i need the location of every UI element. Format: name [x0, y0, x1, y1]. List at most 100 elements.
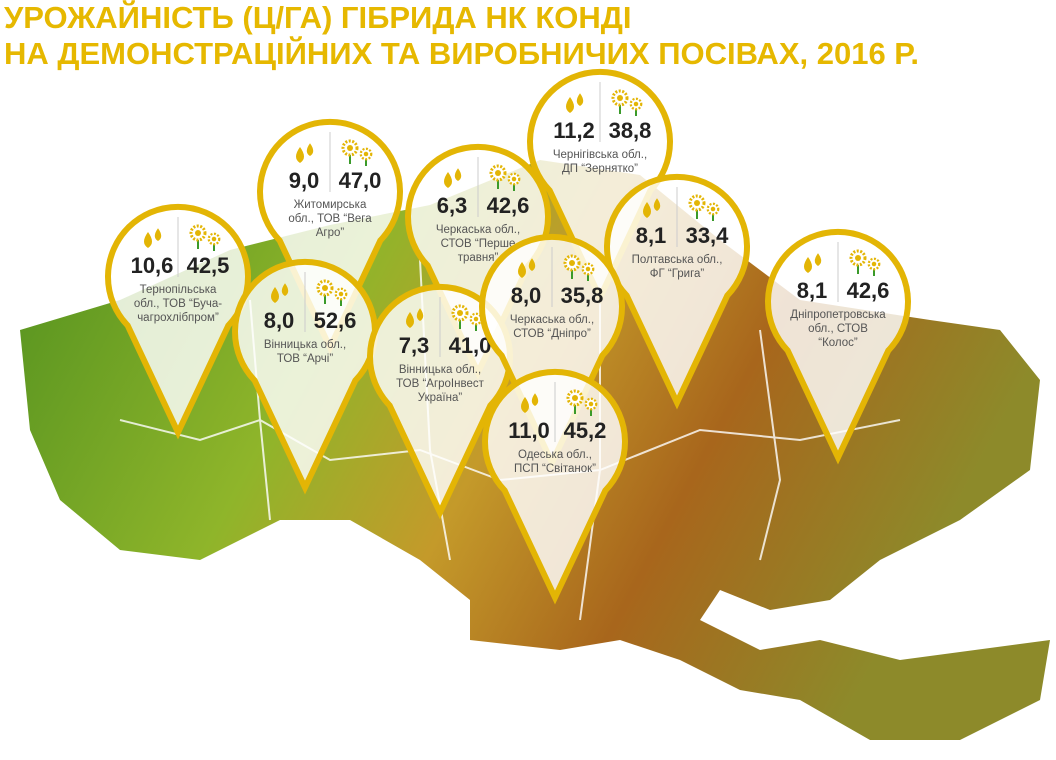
- pin-label: Житомирська: [294, 199, 367, 211]
- yield-value: 52,6: [314, 308, 357, 333]
- pin-shape: [257, 118, 403, 355]
- yield-value: 41,0: [449, 333, 492, 358]
- pin-shape: [482, 368, 628, 605]
- pin-label: травня”: [458, 252, 499, 264]
- oil-value: 6,3: [437, 193, 468, 218]
- drop-icon: [521, 397, 529, 413]
- title-line: УРОЖАЙНІСТЬ (Ц/ГА) ГІБРИДА НК КОНДІ: [4, 0, 631, 35]
- flower-center: [617, 95, 623, 101]
- pin-shape: [527, 68, 673, 305]
- flower-center: [322, 285, 328, 291]
- oil-value: 7,3: [399, 333, 430, 358]
- pin-label: ПСП “Світанок”: [514, 463, 596, 475]
- drop-icon: [406, 312, 414, 328]
- pin: 11,0 45,2 Одеська обл., ПСП “Світанок”: [482, 368, 628, 605]
- flower-center: [855, 255, 861, 261]
- flower-center: [495, 170, 501, 176]
- pin: 8,1 42,6 Дніпропетровська обл., СТОВ “Колос”: [765, 228, 911, 465]
- drop-icon: [814, 253, 822, 266]
- pin-shape: [405, 143, 551, 380]
- pin-label: Одеська обл.,: [518, 449, 592, 461]
- drop-icon: [566, 97, 574, 113]
- pin-label: Вінницька обл.,: [264, 339, 346, 351]
- oil-value: 8,0: [511, 283, 542, 308]
- drop-icon: [281, 283, 289, 296]
- pin: 7,3 41,0 Вінницька обл., ТОВ “АгроІнвест Укр…: [367, 283, 513, 520]
- oil-value: 8,1: [636, 223, 667, 248]
- yield-value: 42,6: [487, 193, 530, 218]
- yield-value: 42,6: [847, 278, 890, 303]
- flower-center: [694, 200, 700, 206]
- flower-center: [588, 401, 594, 407]
- oil-value: 10,6: [131, 253, 174, 278]
- pin: 8,0 35,8 Черкаська обл., СТОВ “Дніпро”: [479, 233, 625, 470]
- drop-icon: [454, 168, 462, 181]
- pin-label: Дніпропетровська: [790, 309, 886, 321]
- oil-value: 11,0: [508, 418, 550, 443]
- flower-center: [633, 101, 639, 107]
- oil-value: 9,0: [289, 168, 320, 193]
- drop-icon: [271, 287, 279, 303]
- drop-icon: [653, 198, 661, 211]
- pin-label: Черкаська обл.,: [436, 224, 520, 236]
- flower-center: [338, 291, 344, 297]
- pin-label: Полтавська обл.,: [632, 254, 723, 266]
- yield-value: 42,5: [187, 253, 230, 278]
- drop-icon: [643, 202, 651, 218]
- pin-shape: [765, 228, 911, 465]
- flower-center: [585, 266, 591, 272]
- pin-label: ДП “Зернятко”: [562, 163, 638, 175]
- pin-label: Агро”: [316, 227, 345, 239]
- pin-label: обл., ТОВ “Вега: [288, 213, 372, 225]
- pin-label: СТОВ “Перше: [441, 238, 516, 250]
- pin-label: обл., СТОВ: [808, 323, 868, 335]
- pin-label: Тернопільська: [140, 284, 217, 296]
- flower-center: [871, 261, 877, 267]
- drop-icon: [528, 258, 536, 271]
- drop-icon: [576, 93, 584, 106]
- oil-value: 11,2: [553, 118, 595, 143]
- flower-center: [211, 236, 217, 242]
- flower-center: [363, 151, 369, 157]
- drop-icon: [416, 308, 424, 321]
- flower-center: [511, 176, 517, 182]
- pin: 6,3 42,6 Черкаська обл., СТОВ “Перше травня”: [405, 143, 551, 380]
- pin-label: ТОВ “АгроІнвест: [396, 378, 484, 390]
- drop-icon: [154, 228, 162, 241]
- pin-label: Чернігівська обл.,: [553, 149, 647, 161]
- pin-label: СТОВ “Дніпро”: [513, 328, 591, 340]
- flower-center: [569, 260, 575, 266]
- flower-center: [195, 230, 201, 236]
- flower-center: [710, 206, 716, 212]
- drop-icon: [306, 143, 314, 156]
- drop-icon: [518, 262, 526, 278]
- pin: 11,2 38,8 Чернігівська обл., ДП “Зернятко”: [527, 68, 673, 305]
- yield-value: 45,2: [564, 418, 607, 443]
- drop-icon: [804, 257, 812, 273]
- pin-label: ТОВ “Арчі”: [277, 353, 334, 365]
- pin: 9,0 47,0 Житомирська обл., ТОВ “Вега Агро”: [257, 118, 403, 355]
- oil-value: 8,0: [264, 308, 295, 333]
- flower-center: [473, 316, 479, 322]
- pin-shape: [604, 173, 750, 410]
- drop-icon: [144, 232, 152, 248]
- flower-center: [572, 395, 578, 401]
- pin: 8,1 33,4 Полтавська обл., ФГ “Грига”: [604, 173, 750, 410]
- pin-label: обл., ТОВ “Буча-: [134, 298, 222, 310]
- pin-label: “Колос”: [818, 337, 858, 349]
- pin-label: чагрохлібпром”: [137, 312, 219, 324]
- oil-value: 8,1: [797, 278, 828, 303]
- drop-icon: [531, 393, 539, 406]
- flower-center: [457, 310, 463, 316]
- pin-label: Вінницька обл.,: [399, 364, 481, 376]
- pin-shape: [479, 233, 625, 470]
- drop-icon: [444, 172, 452, 188]
- pin-label: Україна”: [418, 392, 463, 404]
- flower-center: [347, 145, 353, 151]
- yield-value: 33,4: [686, 223, 730, 248]
- yield-value: 47,0: [339, 168, 382, 193]
- pin: 10,6 42,5 Тернопільська обл., ТОВ “Буча-чаг…: [105, 203, 251, 440]
- drop-icon: [296, 147, 304, 163]
- yield-value: 38,8: [609, 118, 652, 143]
